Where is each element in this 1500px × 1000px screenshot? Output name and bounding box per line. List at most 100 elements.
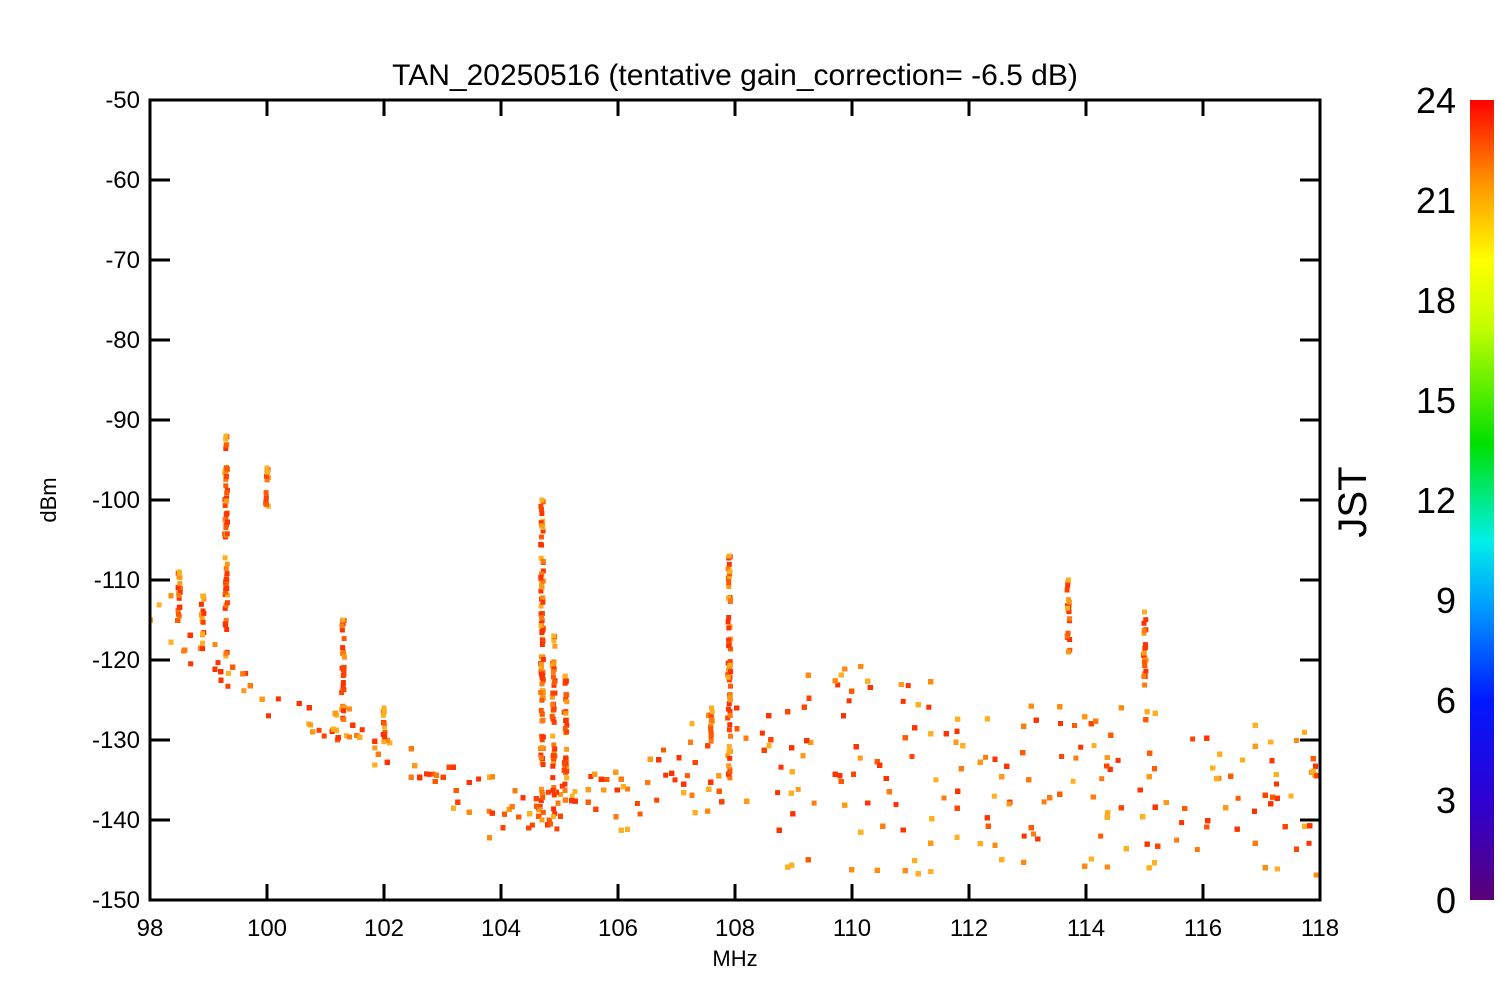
data-point — [550, 775, 556, 781]
data-point — [553, 789, 559, 795]
data-point — [224, 490, 230, 496]
data-point — [339, 627, 345, 633]
data-point — [883, 776, 889, 781]
data-point — [408, 774, 414, 780]
data-point — [552, 643, 558, 649]
data-point — [1182, 806, 1188, 811]
data-point — [224, 571, 230, 577]
data-point — [549, 714, 555, 719]
data-point — [1099, 776, 1105, 782]
data-point — [538, 574, 544, 580]
data-point — [708, 779, 714, 785]
data-point — [340, 617, 346, 623]
data-point — [805, 857, 811, 863]
data-point — [551, 666, 557, 672]
data-point — [585, 787, 591, 793]
data-point — [1146, 865, 1152, 871]
data-point — [1142, 645, 1148, 651]
data-point — [559, 783, 565, 789]
x-tick-label: 112 — [950, 915, 988, 942]
data-point — [1210, 765, 1216, 771]
data-point — [1252, 743, 1258, 749]
data-point — [928, 731, 934, 737]
data-point — [224, 498, 230, 504]
data-point — [614, 787, 620, 793]
data-point — [306, 705, 312, 711]
data-point — [539, 523, 545, 529]
data-point — [672, 777, 678, 783]
data-point — [1035, 836, 1041, 842]
data-point — [533, 796, 539, 802]
data-point — [223, 442, 229, 448]
data-point — [539, 497, 545, 503]
data-point — [719, 799, 725, 805]
data-point — [176, 574, 182, 580]
data-point — [1274, 795, 1280, 801]
data-point — [984, 716, 990, 722]
data-point — [874, 759, 880, 765]
data-point — [176, 593, 182, 599]
data-point — [620, 784, 626, 790]
data-point — [984, 815, 990, 821]
data-point — [1066, 649, 1071, 655]
colorbar-tick-label: 18 — [1416, 280, 1456, 321]
y-tick-label: -80 — [105, 327, 140, 354]
data-point — [343, 733, 349, 739]
data-point — [725, 753, 731, 759]
data-point — [551, 742, 557, 748]
data-point — [1059, 754, 1065, 759]
data-point — [509, 804, 515, 810]
data-point — [1082, 714, 1088, 720]
data-point — [727, 568, 733, 574]
data-point — [546, 817, 552, 823]
data-point — [340, 649, 346, 655]
data-point — [926, 704, 932, 710]
data-point — [263, 495, 269, 501]
data-point — [564, 768, 570, 774]
data-point — [502, 811, 507, 817]
data-point — [539, 628, 545, 634]
data-point — [727, 659, 733, 665]
data-point — [223, 474, 229, 480]
data-point — [176, 605, 182, 610]
data-point — [744, 798, 750, 804]
data-point — [380, 712, 386, 718]
data-point — [727, 662, 733, 668]
data-point — [726, 553, 732, 559]
data-point — [728, 646, 733, 652]
data-point — [613, 769, 619, 775]
data-point — [550, 814, 556, 820]
data-point — [308, 722, 313, 728]
data-point — [538, 664, 544, 670]
data-point — [900, 827, 906, 833]
data-point — [563, 678, 569, 684]
data-point — [1104, 763, 1110, 769]
data-point — [175, 608, 181, 613]
data-point — [613, 814, 619, 820]
data-point — [789, 769, 795, 775]
data-point — [1223, 805, 1229, 811]
x-tick-label: 106 — [598, 915, 638, 942]
colorbar-label: JST — [1331, 466, 1375, 537]
data-point — [1310, 756, 1316, 762]
data-point — [225, 592, 230, 598]
data-point — [1141, 628, 1147, 633]
data-point — [552, 746, 558, 752]
data-point — [539, 674, 545, 680]
data-point — [992, 756, 998, 762]
x-tick-label: 118 — [1301, 915, 1339, 942]
data-point — [858, 829, 864, 835]
data-point — [1147, 750, 1153, 756]
data-point — [726, 701, 732, 707]
data-points — [150, 433, 1319, 878]
data-point — [1294, 846, 1299, 852]
data-point — [893, 802, 899, 807]
data-point — [1137, 787, 1143, 793]
data-point — [551, 638, 557, 644]
data-point — [551, 680, 557, 686]
data-point — [898, 682, 904, 687]
data-point — [842, 802, 848, 808]
data-point — [604, 777, 610, 782]
data-point — [563, 710, 569, 716]
data-point — [1152, 860, 1157, 866]
